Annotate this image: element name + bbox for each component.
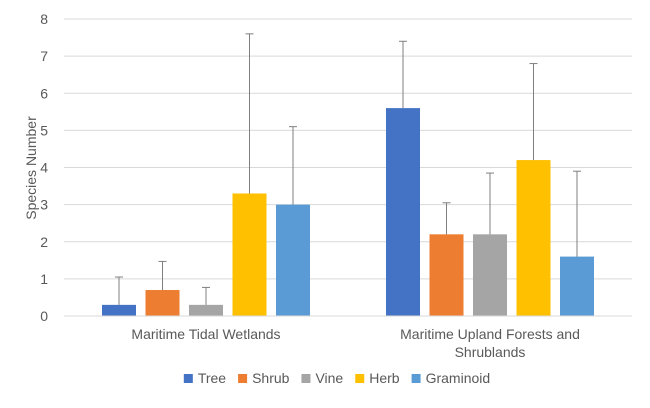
y-tick-label: 2 xyxy=(40,234,48,250)
bar-herb-0 xyxy=(232,193,267,316)
category-labels: Maritime Tidal Wetlands Maritime Upland F… xyxy=(131,326,579,360)
bar-herb-1 xyxy=(516,160,551,316)
category-label: Shrublands xyxy=(455,344,526,360)
bar-graminoid-1 xyxy=(560,256,594,316)
bar-shrub-1 xyxy=(429,234,464,316)
y-tick-labels: 0 1 2 3 4 5 6 7 8 xyxy=(40,11,48,324)
bar-graminoid-0 xyxy=(276,204,310,316)
legend-swatch-herb xyxy=(355,374,365,383)
bar-tree-1 xyxy=(386,108,420,316)
legend-label-tree: Tree xyxy=(198,370,226,386)
y-tick-label: 3 xyxy=(40,197,48,213)
legend-swatch-shrub xyxy=(238,374,248,383)
y-tick-label: 0 xyxy=(40,308,48,324)
legend-swatch-vine xyxy=(301,374,311,383)
legend: Tree Shrub Vine Herb Graminoid xyxy=(183,370,491,386)
category-label: Maritime Tidal Wetlands xyxy=(131,326,280,342)
bar-tree-0 xyxy=(102,304,136,316)
legend-swatch-graminoid xyxy=(411,374,421,383)
y-tick-label: 1 xyxy=(40,271,48,287)
legend-label-shrub: Shrub xyxy=(252,370,290,386)
y-tick-label: 6 xyxy=(40,85,48,101)
y-tick-label: 8 xyxy=(40,11,48,27)
legend-label-herb: Herb xyxy=(369,370,400,386)
bars xyxy=(102,108,594,316)
gridlines xyxy=(64,18,632,280)
y-tick-label: 5 xyxy=(40,122,48,138)
bar-shrub-0 xyxy=(145,290,180,316)
error-bars xyxy=(115,33,581,305)
y-axis-title: Species Number xyxy=(23,116,39,220)
bar-vine-1 xyxy=(473,234,507,316)
legend-label-graminoid: Graminoid xyxy=(426,370,491,386)
legend-label-vine: Vine xyxy=(315,370,343,386)
category-label: Maritime Upland Forests and xyxy=(400,326,580,342)
y-tick-label: 4 xyxy=(40,160,48,176)
y-tick-label: 7 xyxy=(40,48,48,64)
bar-vine-0 xyxy=(189,304,223,316)
legend-swatch-tree xyxy=(183,374,193,383)
